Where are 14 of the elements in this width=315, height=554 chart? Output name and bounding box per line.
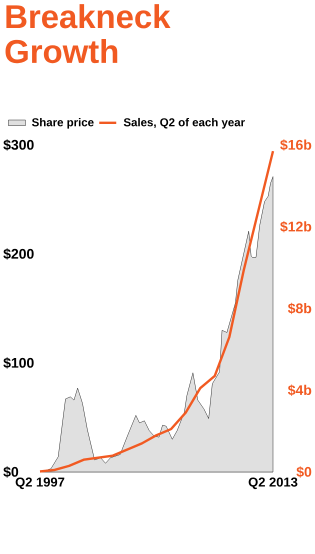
legend-label: Share price [32, 118, 94, 129]
y2-tick-label: $8b [288, 302, 312, 314]
x-tick-label: Q2 2013 [248, 478, 298, 490]
y-tick-label: $100 [3, 357, 34, 369]
x-tick-label: Q2 1997 [16, 478, 64, 490]
y-tick-label: $0 [3, 466, 18, 478]
y2-tick-label: $16b [280, 139, 312, 151]
y2-tick-label: $0 [296, 466, 312, 478]
y-tick-label: $200 [3, 248, 34, 260]
y2-tick-label: $4b [288, 384, 312, 396]
y-tick-label: $300 [3, 139, 34, 151]
legend-label: Sales, Q2 of each year [124, 118, 245, 129]
y2-tick-label: $12b [280, 221, 312, 232]
chart-title: Breakneck Growth [6, 4, 171, 64]
